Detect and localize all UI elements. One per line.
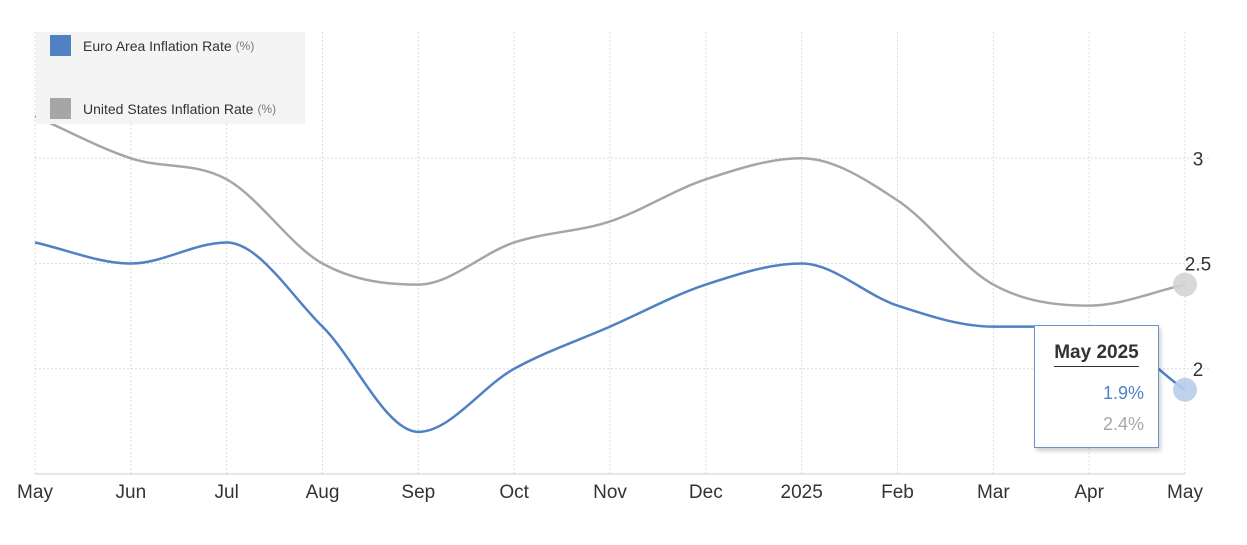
data-point-united-states: [895, 197, 901, 203]
data-point-united-states: [799, 155, 805, 161]
data-point-united-states: [1086, 303, 1092, 309]
legend-item-united-states[interactable]: United States Inflation Rate (%): [50, 98, 276, 119]
data-point-euro-area: [511, 366, 517, 372]
legend-swatch-united-states: [50, 98, 71, 119]
y-axis-ticks: 22.53: [1185, 149, 1211, 380]
legend-label-euro-area: Euro Area Inflation Rate: [83, 37, 232, 54]
legend-unit-united-states: (%): [257, 101, 277, 116]
tooltip-value-united-states: 2.4%: [1102, 414, 1144, 434]
x-tick-label: Aug: [306, 482, 340, 503]
y-tick-label: 3: [1193, 149, 1204, 170]
data-point-euro-area: [990, 324, 996, 330]
series-line-euro-area: [34, 241, 1186, 434]
legend-unit-euro-area: (%): [235, 38, 255, 53]
x-tick-label: May: [17, 482, 53, 503]
data-point-euro-area: [703, 282, 709, 288]
y-tick-label: 2: [1193, 360, 1204, 381]
series-lines: [34, 115, 1186, 434]
data-point-united-states: [607, 218, 613, 224]
hover-marker-euro-area[interactable]: [1173, 377, 1197, 402]
legend-item-euro-area[interactable]: Euro Area Inflation Rate (%): [50, 35, 254, 56]
tooltip-title: May 2025: [1054, 342, 1139, 367]
x-tick-label: Dec: [689, 482, 723, 503]
data-point-euro-area: [128, 261, 134, 267]
legend-swatch-euro-area: [50, 35, 71, 56]
tooltip-value-euro-area: 1.9%: [1102, 383, 1144, 403]
x-tick-label: Jun: [116, 482, 147, 503]
x-tick-label: Mar: [977, 482, 1010, 503]
y-tick-label: 2.5: [1185, 255, 1211, 276]
data-point-euro-area: [320, 324, 326, 330]
x-tick-label: Nov: [593, 482, 627, 503]
data-point-united-states: [224, 176, 230, 182]
hover-marker-united-states[interactable]: [1173, 272, 1197, 297]
x-tick-label: Jul: [215, 482, 239, 503]
x-tick-label: 2025: [781, 482, 823, 503]
hover-markers: [32, 155, 1197, 435]
data-point-united-states: [128, 155, 134, 161]
data-point-united-states: [990, 282, 996, 288]
data-point-euro-area: [895, 303, 901, 309]
data-point-euro-area: [415, 429, 421, 435]
tooltip: May 2025 1.9% 2.4%: [1034, 325, 1159, 448]
x-tick-label: Sep: [401, 482, 435, 503]
x-tick-label: Apr: [1074, 482, 1104, 503]
x-tick-label: Feb: [881, 482, 914, 503]
data-point-united-states: [703, 176, 709, 182]
data-point-united-states: [511, 239, 517, 245]
legend-label-united-states: United States Inflation Rate: [83, 100, 254, 117]
legend: Euro Area Inflation Rate (%) United Stat…: [36, 32, 305, 124]
data-point-united-states: [320, 261, 326, 267]
x-tick-label: Oct: [499, 482, 529, 503]
data-point-united-states: [415, 282, 421, 288]
data-point-euro-area: [32, 239, 38, 245]
x-axis-ticks: May Jun Jul Aug Sep Oct Nov Dec 2025 Feb Mar Apr May: [17, 482, 1203, 503]
data-point-euro-area: [799, 261, 805, 267]
data-point-euro-area: [607, 324, 613, 330]
series-line-united-states: [34, 115, 1186, 307]
data-point-euro-area: [224, 239, 230, 245]
x-tick-label: May: [1167, 482, 1203, 503]
